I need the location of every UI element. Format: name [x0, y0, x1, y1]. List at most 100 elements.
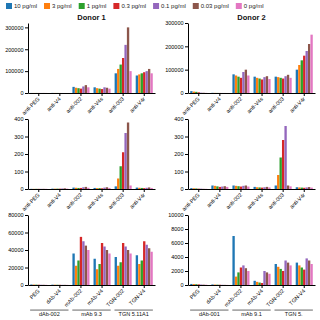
bar-series: [38, 58, 146, 93]
x-tick-mark: [262, 189, 263, 192]
y-tick-label: 200: [174, 151, 183, 157]
bar-series: [203, 261, 311, 286]
bar: [82, 187, 84, 189]
bar: [232, 236, 234, 285]
bar: [261, 188, 263, 189]
x-tick-label: mAb-002: [63, 288, 83, 308]
bar-series: [40, 133, 148, 189]
legend-swatch: [236, 3, 242, 9]
y-axis: 0100000200000300000: [165, 20, 188, 96]
bar: [263, 187, 265, 189]
y-tick: 60000: [8, 230, 28, 236]
y-tick-label: 20000: [8, 265, 23, 271]
y-axis-line: [188, 216, 189, 286]
bar: [54, 92, 56, 93]
bar: [59, 92, 61, 93]
bar: [85, 85, 87, 93]
x-tick-label: anti-PEG: [21, 192, 41, 212]
bar: [141, 188, 143, 189]
legend-item: 0 pg/ml: [236, 3, 264, 9]
x-tick-mark: [198, 93, 199, 96]
bar: [287, 186, 289, 190]
x-tick: anti-V4s: [246, 93, 265, 114]
bar: [148, 69, 150, 93]
x-tick: anti-002: [65, 189, 83, 210]
x-tick-label: anti-V4s: [86, 96, 105, 115]
bar: [275, 186, 277, 190]
bar-series: [38, 237, 146, 285]
bar: [219, 92, 221, 93]
x-tick-label: anti-PEG: [181, 96, 201, 116]
y-tick-mark: [185, 285, 188, 286]
y-tick-label: 2000: [171, 268, 183, 274]
bar: [127, 250, 129, 285]
bar: [245, 268, 247, 285]
bar: [138, 188, 140, 189]
bar: [117, 179, 119, 190]
bar: [296, 70, 298, 93]
bar: [150, 252, 152, 285]
bar: [94, 259, 96, 285]
y-tick-mark: [185, 257, 188, 258]
x-tick-label: anti-PEG: [181, 192, 201, 212]
x-tick: anti-V4s: [86, 189, 105, 210]
bar: [254, 281, 256, 285]
bar-series: [30, 186, 138, 189]
x-tick-mark: [38, 189, 39, 192]
legend-swatch: [153, 3, 159, 9]
bar: [45, 284, 47, 285]
x-tick-label: anti-003: [267, 96, 285, 114]
bar: [61, 92, 63, 93]
panel: 020000400006000080000PEGdAb-V4mAb-002mAb…: [8, 212, 155, 317]
bar: [198, 188, 200, 189]
x-tick: TGN-002: [105, 285, 125, 308]
bar: [115, 186, 117, 189]
y-tick: 300: [174, 134, 188, 140]
bar: [268, 187, 270, 189]
x-tick-label: anti-002: [225, 192, 243, 210]
x-axis: anti-PEGanti-V4anti-002anti-V4santi-003a…: [181, 189, 316, 212]
bar-series: [200, 126, 308, 189]
bar: [77, 88, 79, 93]
y-axis-line: [28, 120, 29, 190]
bar-series: [40, 45, 148, 93]
bar: [40, 188, 42, 189]
bar: [298, 265, 300, 285]
y-tick-mark: [25, 250, 28, 251]
bar-series: [193, 265, 301, 285]
bar: [117, 266, 119, 285]
x-tick: dAb-V4: [205, 285, 222, 305]
bar: [268, 79, 270, 93]
y-tick-label: 400: [174, 116, 183, 122]
bar: [282, 271, 284, 285]
x-tick-label: anti-003: [267, 192, 285, 210]
bar: [75, 188, 77, 189]
bar: [82, 241, 84, 285]
x-tick: anti-V4r: [128, 93, 146, 114]
y-tick-mark: [25, 172, 28, 173]
bar: [226, 92, 228, 93]
bar: [98, 264, 100, 285]
bar: [101, 188, 103, 189]
bar: [245, 70, 247, 93]
bar: [296, 263, 298, 285]
bar: [33, 188, 35, 189]
y-tick-mark: [185, 172, 188, 173]
y-tick-label: 0: [180, 282, 183, 288]
x-tick-mark: [219, 189, 220, 192]
group-label: dAb-002: [39, 311, 60, 317]
group-annotations: dAb-002mAb 9.3TGN 5.11A1: [30, 310, 153, 317]
bar-series: [43, 246, 151, 285]
legend-swatch: [79, 3, 85, 9]
bar: [129, 71, 131, 93]
bar: [64, 188, 66, 189]
x-tick: anti-003: [267, 93, 285, 114]
y-tick-label: 0: [180, 186, 183, 192]
bar: [108, 188, 110, 189]
bar: [203, 188, 205, 189]
legend-swatch: [113, 3, 119, 9]
bar: [77, 261, 79, 286]
bar: [247, 187, 249, 189]
bar: [103, 247, 105, 286]
y-tick-label: 4000: [171, 254, 183, 260]
